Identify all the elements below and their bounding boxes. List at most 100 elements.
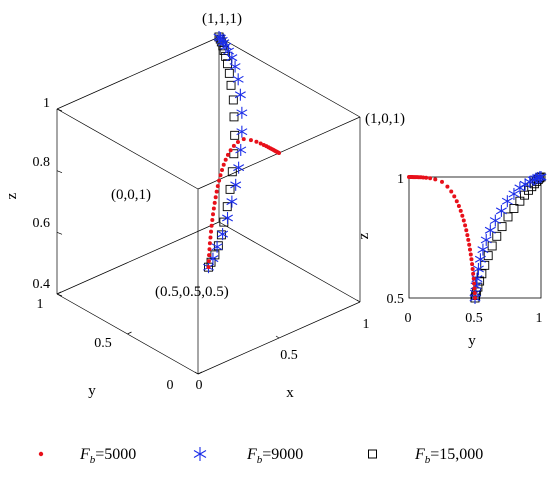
data-point-dot: [460, 213, 465, 218]
axis-tick: [56, 170, 63, 173]
data-point-square: [503, 212, 513, 222]
data-point-dot: [471, 271, 476, 276]
data-point-dot: [214, 189, 219, 194]
legend-item-fb-9000: Fb=9000: [193, 446, 303, 466]
data-point-dot: [215, 184, 220, 189]
inset-y-tick-label: 1: [397, 172, 404, 187]
asterisk-marker: [471, 272, 483, 285]
axis-tick: [56, 108, 63, 112]
data-point-square: [477, 269, 487, 279]
x-tick-label: 0.5: [280, 348, 298, 363]
data-point-square: [230, 130, 240, 140]
asterisk-marker: [495, 204, 507, 217]
inset-x-tick-label: 0: [405, 311, 412, 326]
data-point-dot: [209, 223, 214, 228]
asterisk-marker: [230, 178, 242, 191]
asterisk-marker: [477, 243, 489, 256]
data-point-dot: [472, 281, 477, 286]
box-edge: [56, 36, 220, 110]
asterisk-marker: [489, 214, 501, 227]
axis-tick: [197, 371, 203, 375]
asterisk-marker: [236, 106, 248, 119]
x-axis-label: x: [286, 385, 294, 401]
asterisk-marker: [213, 31, 225, 43]
data-point-square: [222, 202, 232, 212]
asterisk-marker: [217, 228, 229, 241]
data-point-square: [229, 112, 239, 122]
data-point-dot: [463, 223, 468, 228]
data-point-dot: [428, 176, 433, 181]
data-point-dot: [424, 175, 429, 180]
axis-tick: [275, 335, 280, 339]
data-point-dot: [235, 140, 240, 145]
data-point-dot: [207, 241, 212, 246]
data-point-dot: [206, 265, 211, 270]
y-axis-label: y: [88, 383, 96, 399]
data-point-dot: [440, 179, 444, 184]
data-point-dot: [241, 137, 246, 142]
axis-tick: [56, 293, 63, 297]
data-point-dot: [228, 148, 233, 153]
axes-box-3d: [56, 36, 361, 375]
z-axis-label: z: [4, 192, 20, 199]
asterisk-marker: [474, 253, 486, 266]
axis-tick: [56, 291, 62, 295]
x-tick-label: 0: [196, 378, 203, 393]
y-tick-label: 0.5: [94, 336, 112, 351]
annotation-point: (0.5,0.5,0.5): [155, 284, 229, 300]
y-tick-label: 0: [167, 378, 174, 393]
asterisk-marker: [233, 161, 245, 174]
annotation-point: (0,0,1): [111, 187, 151, 203]
data-marks-3d: [203, 31, 281, 274]
asterisk-marker: [235, 143, 247, 156]
data-point-dot: [467, 242, 472, 247]
data-point-dot: [221, 162, 226, 167]
asterisk-marker: [226, 195, 238, 208]
data-marks-2d: [407, 171, 547, 304]
annotation-point: (1,1,1): [202, 11, 242, 27]
axis-tick: [356, 299, 361, 303]
data-point-square: [216, 230, 226, 240]
inset-x-axis-label: y: [468, 333, 476, 349]
asterisk-marker: [234, 88, 246, 101]
data-point-dot: [454, 199, 459, 204]
data-point-square: [492, 231, 502, 241]
data-point-dot: [208, 235, 213, 240]
legend-square-marker: [368, 449, 377, 459]
data-point-dot: [473, 296, 477, 300]
data-point-dot: [472, 291, 477, 296]
data-point-dot: [210, 217, 215, 222]
box-edge: [56, 221, 220, 295]
data-point-dot: [407, 175, 411, 179]
chart-yz-projection: 1 0.5 z 0 0.5 1 y: [356, 171, 547, 349]
asterisk-marker: [508, 187, 520, 200]
data-point-dot: [471, 276, 476, 281]
legend-label: Fb=9000: [246, 446, 303, 466]
legend-dot-marker: [38, 451, 44, 457]
z-tick-label: 1: [43, 96, 50, 111]
data-point-dot: [456, 204, 461, 209]
data-point-dot: [207, 247, 212, 252]
data-point-dot: [472, 286, 477, 291]
inset-x-tick-label: 1: [536, 311, 543, 326]
data-point-dot: [209, 229, 214, 234]
data-point-dot: [467, 247, 472, 252]
data-point-dot: [449, 189, 454, 194]
asterisk-marker: [222, 212, 234, 225]
data-point-square: [497, 222, 507, 232]
data-point-dot: [469, 257, 474, 262]
data-point-dot: [464, 228, 469, 233]
axis-tick: [194, 371, 199, 375]
legend-item-fb-15000: Fb=15,000: [368, 446, 483, 466]
data-point-dot: [470, 266, 475, 271]
data-point-dot: [225, 152, 230, 157]
axes-ticks-3d: [56, 108, 361, 375]
series-3d-dot: [206, 137, 281, 270]
data-point-dot: [212, 200, 217, 205]
data-point-square: [226, 80, 236, 90]
axis-tick: [127, 331, 132, 335]
data-point-dot: [258, 141, 263, 146]
z-tick-label: 0.4: [33, 277, 51, 292]
series-3d-square: [204, 32, 240, 272]
data-point-dot: [223, 157, 228, 162]
